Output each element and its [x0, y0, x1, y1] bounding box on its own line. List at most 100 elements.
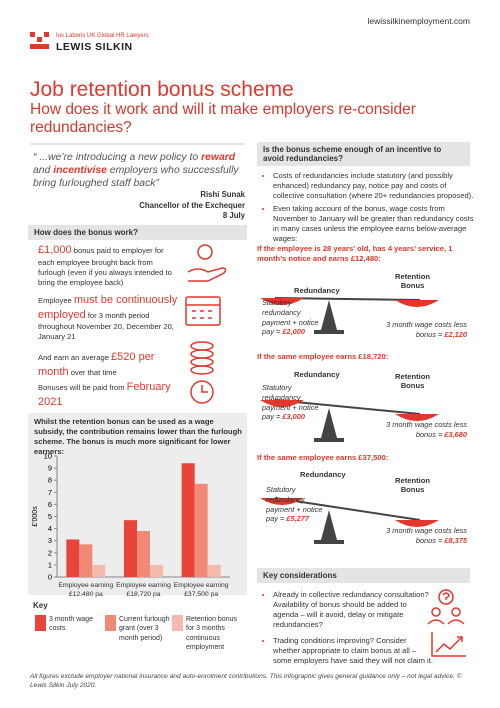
scenario-heading: If the same employee earns £37,500: — [257, 453, 389, 462]
text: 3 month wage costs less bonus = — [386, 320, 467, 339]
bar — [92, 564, 106, 577]
legend-swatch — [105, 615, 116, 631]
scenario-left: Statutory redundancy payment + notice pa… — [262, 383, 328, 422]
scenario-right: 3 month wage costs less bonus = £3,680 — [385, 420, 467, 440]
scale-label: Redundancy — [294, 370, 340, 379]
amount: £2,000 — [282, 327, 305, 337]
amount: £8,375 — [444, 535, 467, 545]
scenario-left: Statutory redundancy payment + notice pa… — [266, 485, 332, 524]
scale-label: Redundancy — [294, 286, 340, 295]
item-lead: Employee — [38, 296, 74, 305]
how-item: Employee must be continuously employed f… — [38, 293, 178, 342]
legend-label: 3 month wage costs — [49, 616, 93, 633]
bar — [150, 564, 163, 577]
bar — [207, 564, 221, 577]
scenario-right: 3 month wage costs less bonus = £2,120 — [385, 320, 467, 340]
scenario-right: 3 month wage costs less bonus = £8,375 — [385, 526, 467, 546]
scale-label: Redundancy — [300, 470, 346, 479]
highlight: £1,000 — [38, 244, 72, 256]
subtitle: How does it work and will it make employ… — [30, 101, 416, 136]
how-item: Bonuses will be paid from February 2021 — [38, 380, 178, 409]
y-tick-label: 0 — [48, 573, 52, 582]
y-tick-label: 6 — [48, 500, 52, 509]
scale-label: Retention Bonus — [394, 476, 430, 494]
quote-emphasis: incentivise — [53, 165, 107, 176]
x-tick-label: Employee earning £12,480 pa — [58, 582, 114, 598]
x-tick-label: Employee earning £37,500 pa — [173, 582, 229, 598]
highlight: must be continuously employed — [38, 294, 178, 321]
legend-swatch — [172, 615, 183, 631]
x-tick-label: Employee earning £18,720 pa — [116, 582, 171, 598]
logo-mark — [37, 37, 42, 42]
quote: “ ...we’re introducing a new policy to r… — [33, 151, 245, 190]
bullet: Even taking account of the bonus, wage c… — [273, 204, 478, 244]
bar — [194, 483, 208, 577]
section-heading: Key considerations — [257, 568, 470, 583]
quote-attribution: Rishi Sunak Chancellor of the Exchequer … — [100, 190, 245, 222]
y-tick-label: 8 — [48, 476, 52, 485]
bullet: Costs of redundancies include statutory … — [273, 171, 478, 201]
bullet: Already in collective redundancy consult… — [273, 590, 433, 630]
logo-tagline: Ius Laboris UK Global HR Lawyers — [56, 33, 149, 39]
how-item: And earn an average £520 per month over … — [38, 350, 178, 379]
speaker-role: Chancellor of the Exchequer — [139, 200, 245, 210]
legend-swatch — [35, 615, 46, 631]
scale — [260, 497, 439, 544]
scale-label: Retention Bonus — [394, 372, 430, 390]
highlight: February 2021 — [38, 381, 171, 408]
item-text: for 3 month period throughout November 2… — [38, 310, 174, 342]
amount: £3,000 — [282, 412, 305, 422]
scale — [260, 399, 439, 442]
logo-name: LEWIS SILKIN — [56, 41, 133, 53]
icon-coins — [190, 341, 214, 375]
icon-calendar — [185, 296, 221, 326]
section-heading: Is the bonus scheme enough of an incenti… — [257, 142, 470, 166]
amount: £3,680 — [444, 429, 467, 439]
quote-text: and — [33, 165, 54, 176]
y-tick-label: 5 — [48, 512, 52, 521]
text: 3 month wage costs less bonus = — [386, 420, 467, 439]
bar — [124, 520, 137, 577]
bullet-list: Already in collective redundancy consult… — [262, 590, 433, 669]
chart-title: Whilst the retention bonus can be used a… — [34, 417, 242, 456]
bullet: Trading conditions improving? Consider w… — [273, 636, 433, 666]
chart: 0 1 2 3 4 5 6 7 8 9 10 £'000s — [32, 452, 230, 631]
scenario-heading: If the same employee earns £18,720: — [257, 352, 389, 361]
amount: £2,120 — [444, 329, 467, 339]
item-text: over that time — [68, 367, 117, 377]
scale-label: Retention Bonus — [394, 272, 430, 290]
bullet-list: Costs of redundancies include statutory … — [262, 171, 478, 247]
y-tick-label: 7 — [48, 488, 52, 497]
logo-mark — [30, 44, 49, 49]
scenario-heading: If the employee is 28 years’ old, has 4 … — [257, 244, 453, 264]
item-lead: Bonuses will be paid from — [38, 383, 127, 392]
how-item: £1,000 bonus paid to employer for each e… — [38, 243, 178, 288]
section-heading: How does the bonus work? — [28, 225, 247, 240]
scenario-left: Statutory redundancy payment + notice pa… — [262, 298, 328, 337]
legend-title: Key — [33, 601, 48, 610]
text: 3 month wage costs less bonus = — [386, 526, 467, 545]
y-tick-label: 2 — [48, 548, 52, 557]
logo-mark — [30, 32, 35, 37]
y-tick-label: 9 — [48, 464, 52, 473]
item-text: bonus paid to employer for each employee… — [38, 246, 172, 287]
icon-growth — [431, 632, 466, 657]
icon-hand-coin — [187, 244, 227, 282]
icon-clock — [190, 380, 214, 404]
scale — [260, 297, 439, 334]
bar — [66, 539, 80, 577]
y-tick-label: 3 — [48, 536, 52, 545]
item-lead: And earn an average — [38, 353, 112, 362]
y-tick-label: 4 — [48, 524, 52, 533]
text: Statutory redundancy payment + notice pa… — [266, 485, 323, 524]
text: Statutory redundancy payment + notice pa… — [262, 298, 319, 337]
title: Job retention bonus scheme — [30, 78, 294, 101]
bar — [137, 531, 150, 577]
quote-emphasis: reward — [201, 152, 236, 163]
legend-label: Retention bonus for 3 months continuous … — [186, 616, 237, 652]
bar — [79, 544, 93, 577]
footer: All figures exclude employer national in… — [30, 673, 462, 690]
text: Statutory redundancy payment + notice pa… — [262, 383, 319, 422]
